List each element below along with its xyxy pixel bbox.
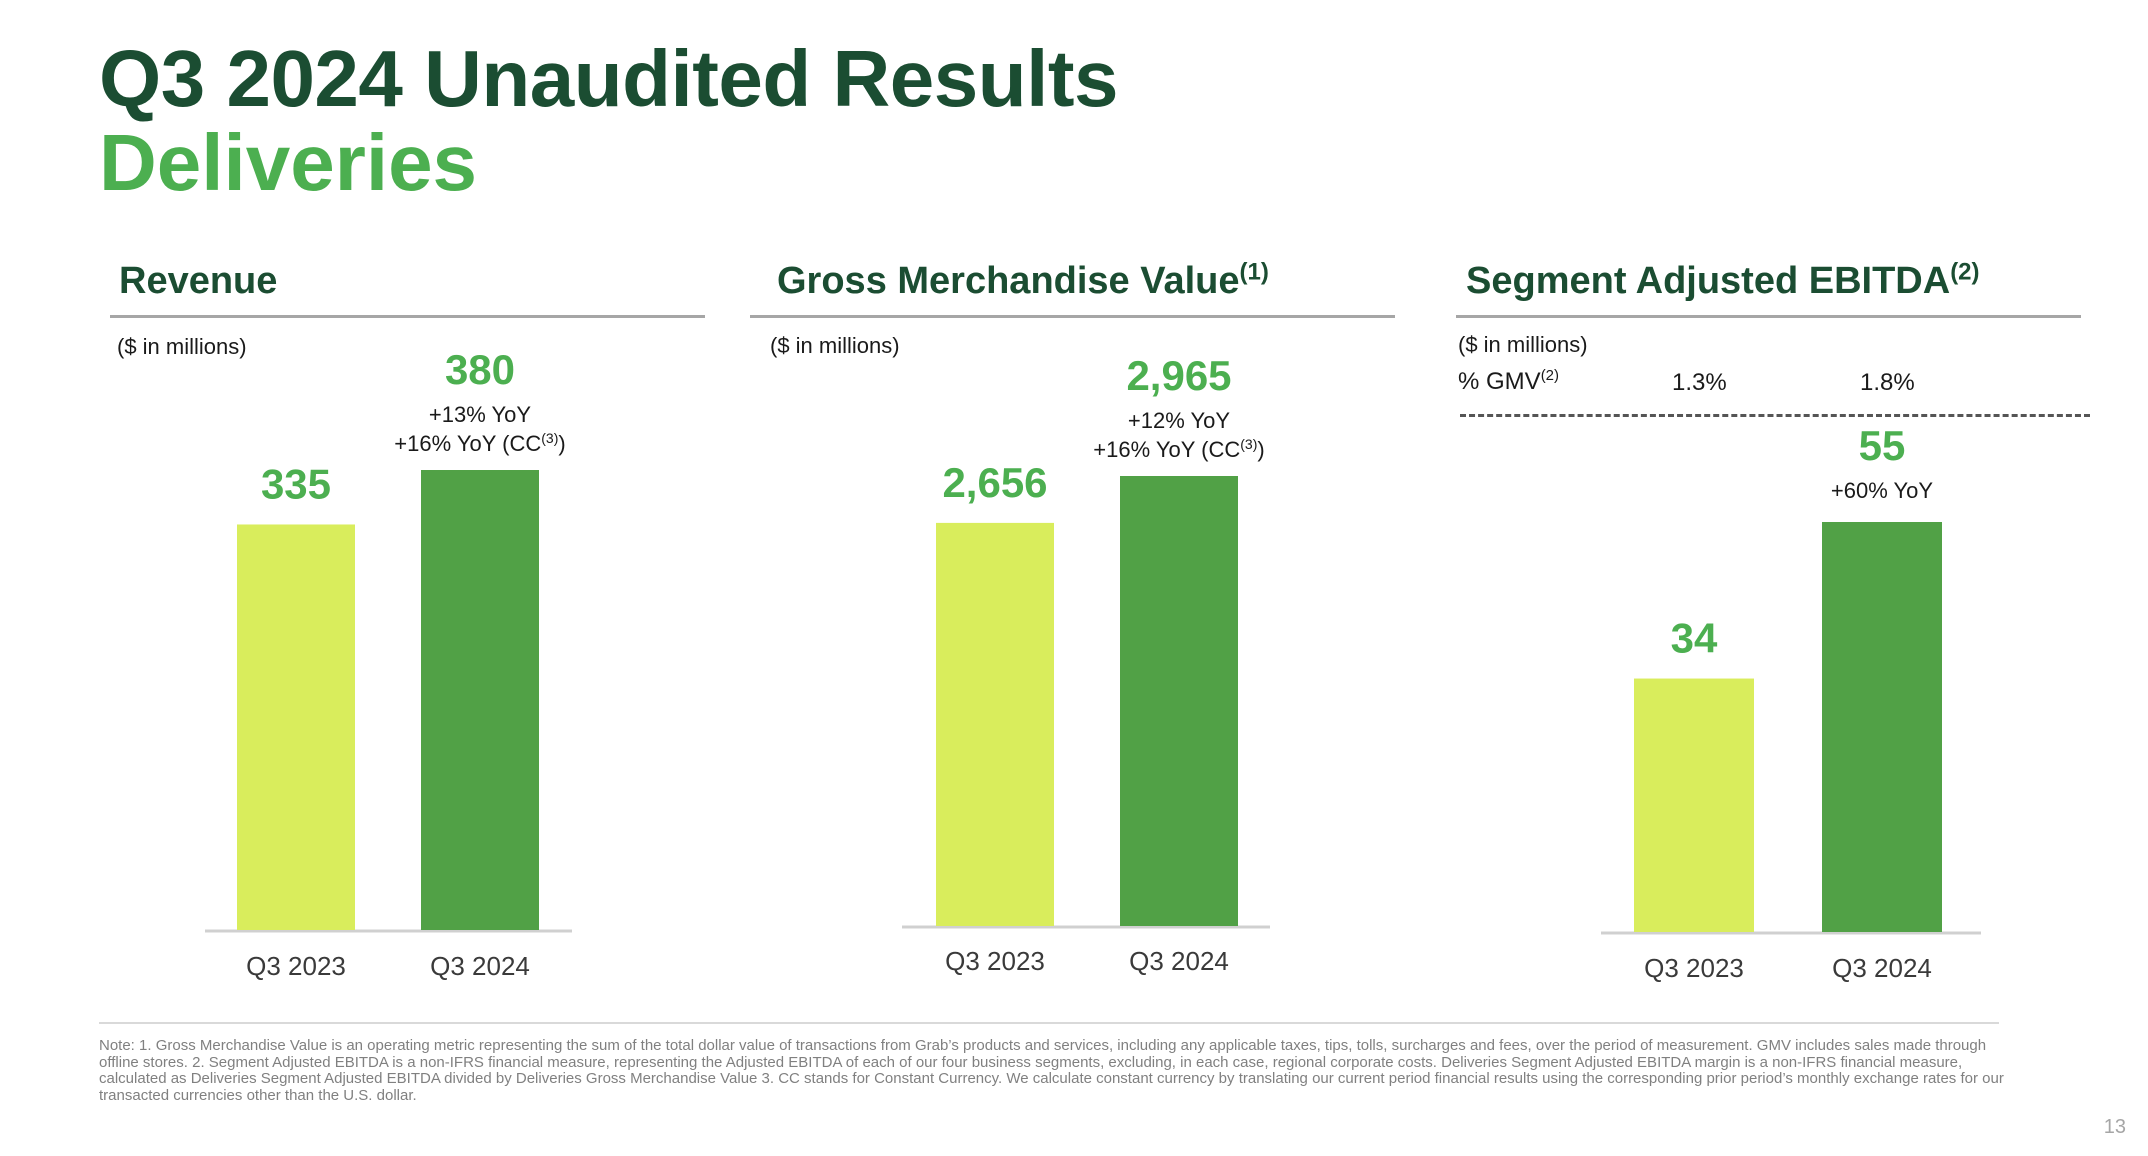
- ebitda-gmv-value-2023: 1.3%: [1672, 369, 1727, 396]
- gmv-bar-0: [936, 522, 1054, 926]
- gmv-title-sup: (1): [1239, 258, 1269, 286]
- gmv-header-rule: [750, 315, 1395, 318]
- page-number: 13: [2103, 1116, 2126, 1138]
- revenue-unit-label: ($ in millions): [117, 334, 247, 359]
- ebitda-chart: Q3 2023 34 Q3 2024 55 +60% YoY: [1601, 422, 1981, 983]
- ebitda-value-label-1: 55: [1859, 422, 1906, 469]
- ebitda-category-label-0: Q3 2023: [1644, 953, 1744, 983]
- revenue-yoy-cc-sup: (3): [541, 430, 558, 446]
- ebitda-title-sup: (2): [1950, 258, 1980, 286]
- ebitda-gmv-label: % GMV(2): [1458, 368, 1559, 396]
- footnote-rule: [99, 1022, 1999, 1024]
- gmv-value-label-0: 2,656: [942, 459, 1047, 506]
- ebitda-gmv-value-2024: 1.8%: [1860, 369, 1915, 396]
- gmv-yoy-label: +12% YoY: [1128, 408, 1230, 433]
- revenue-bar-1: [421, 470, 539, 930]
- ebitda-bar-1: [1822, 522, 1942, 932]
- revenue-yoy-cc-label: +16% YoY (CC(3)): [394, 430, 565, 456]
- ebitda-value-label-0: 34: [1671, 615, 1718, 662]
- revenue-panel-title: Revenue: [119, 260, 277, 303]
- revenue-chart: Q3 2023 335 Q3 2024 380 +13% YoY +16% YoY (CC…: [205, 346, 572, 981]
- page-title: Q3 2024 Unaudited Results: [99, 34, 1118, 123]
- ebitda-panel-title: Segment Adjusted EBITDA(2): [1466, 260, 1980, 303]
- ebitda-title-text: Segment Adjusted EBITDA: [1466, 260, 1951, 302]
- ebitda-unit-label: ($ in millions): [1458, 332, 1588, 357]
- ebitda-dashed-divider: [1460, 414, 2090, 417]
- ebitda-category-label-1: Q3 2024: [1832, 953, 1932, 983]
- ebitda-bar-0: [1634, 678, 1754, 932]
- ebitda-header-rule: [1456, 315, 2081, 318]
- revenue-title-text: Revenue: [119, 260, 278, 302]
- ebitda-yoy-label: +60% YoY: [1831, 478, 1933, 503]
- revenue-value-label-1: 380: [445, 346, 515, 393]
- revenue-yoy-label: +13% YoY: [429, 402, 531, 427]
- gmv-unit-label: ($ in millions): [770, 333, 900, 358]
- revenue-category-label-1: Q3 2024: [430, 951, 530, 981]
- ebitda-gmv-label-sup: (2): [1540, 367, 1560, 384]
- gmv-value-label-1: 2,965: [1126, 352, 1231, 399]
- gmv-bar-1: [1120, 476, 1238, 926]
- gmv-category-label-1: Q3 2024: [1129, 946, 1229, 976]
- revenue-bar-0: [237, 524, 355, 930]
- gmv-yoy-cc-text: +16% YoY (CC: [1093, 437, 1240, 462]
- gmv-panel-title: Gross Merchandise Value(1): [777, 260, 1269, 303]
- revenue-value-label-0: 335: [261, 460, 331, 507]
- footnote-text: Note: 1. Gross Merchandise Value is an o…: [99, 1037, 2004, 1104]
- gmv-title-text: Gross Merchandise Value: [777, 260, 1240, 302]
- gmv-yoy-cc-label: +16% YoY (CC(3)): [1093, 436, 1264, 462]
- ebitda-gmv-label-text: % GMV: [1458, 368, 1541, 395]
- gmv-yoy-cc-end: ): [1257, 437, 1264, 462]
- gmv-chart: Q3 2023 2,656 Q3 2024 2,965 +12% YoY +16% YoY…: [902, 352, 1270, 976]
- page-subtitle: Deliveries: [99, 118, 478, 207]
- revenue-yoy-cc-end: ): [558, 431, 565, 456]
- revenue-category-label-0: Q3 2023: [246, 951, 346, 981]
- revenue-yoy-cc-text: +16% YoY (CC: [394, 431, 541, 456]
- gmv-category-label-0: Q3 2023: [945, 946, 1045, 976]
- revenue-header-rule: [110, 315, 705, 318]
- gmv-yoy-cc-sup: (3): [1240, 436, 1257, 452]
